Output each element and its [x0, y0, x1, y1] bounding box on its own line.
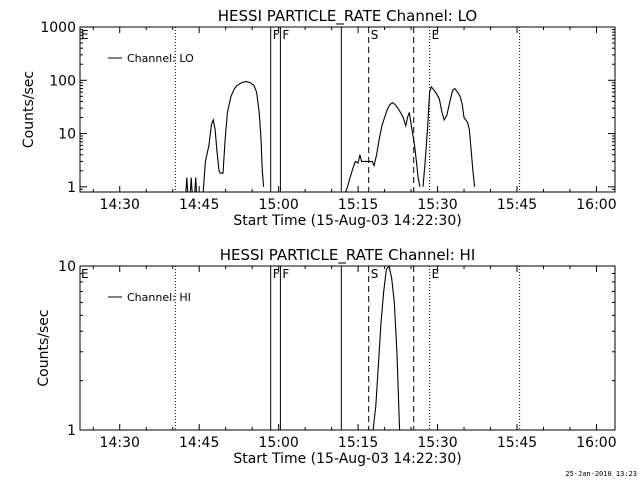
chart1-ytick-label: 10	[58, 127, 76, 143]
chart2-marker-label: E	[81, 267, 89, 281]
chart1-marker-label: F	[282, 28, 289, 42]
chart1-xlabel: Start Time (15-Aug-03 14:22:30)	[233, 213, 461, 229]
chart2-marker-label: E	[432, 267, 440, 281]
chart1-marker-label: E	[81, 28, 89, 42]
chart2-title: HESSI PARTICLE_RATE Channel: HI	[220, 246, 476, 265]
chart2-ytick-label: 1	[67, 423, 76, 439]
chart2-xtick-label: 15:30	[417, 435, 457, 451]
footer-date: 25-Jan-2010 13:23	[565, 470, 637, 478]
chart1-xtick-label: 15:30	[417, 197, 457, 213]
chart2-xtick-label: 14:30	[100, 435, 140, 451]
chart1-xtick-label: 15:00	[258, 197, 298, 213]
chart1-frame	[79, 26, 616, 193]
chart2-marker-label: F	[282, 267, 289, 281]
chart2-ylabel: Counts/sec	[36, 309, 52, 386]
chart2-xtick-label: 15:45	[497, 435, 537, 451]
chart1-legend-entry: Channel: LO	[127, 52, 194, 65]
chart1-series-line	[345, 102, 421, 193]
chart1-xtick-label: 14:45	[179, 197, 219, 213]
chart1-xtick-label: 15:15	[338, 197, 378, 213]
chart2-series-line	[372, 264, 401, 431]
chart2-marker-label: F	[273, 267, 280, 281]
chart1-xtick-label: 14:30	[100, 197, 140, 213]
chart1-series-line	[202, 80, 265, 193]
chart1-series-line	[185, 177, 198, 193]
chart1-ytick-label: 1	[67, 180, 76, 196]
chart2-legend-entry: Channel: HI	[127, 291, 191, 304]
chart2-xtick-label: 15:00	[258, 435, 298, 451]
chart2-xtick-label: 15:15	[338, 435, 378, 451]
chart1-ylabel: Counts/sec	[21, 71, 37, 148]
chart1-ytick-label: 1000	[40, 20, 76, 36]
chart1-marker-label: S	[371, 28, 379, 42]
chart2-xtick-label: 14:45	[179, 435, 219, 451]
chart2-ytick-label: 10	[58, 259, 76, 275]
chart2-xlabel: Start Time (15-Aug-03 14:22:30)	[233, 451, 461, 467]
chart1-title: HESSI PARTICLE_RATE Channel: LO	[218, 7, 477, 26]
chart1-marker-label: F	[273, 28, 280, 42]
chart1-xtick-label: 15:45	[497, 197, 537, 213]
chart1-series-line	[422, 85, 476, 187]
chart2-frame	[79, 265, 616, 431]
chart2-xtick-label: 16:00	[576, 435, 616, 451]
chart2-marker-label: S	[371, 267, 379, 281]
chart1-marker-label: E	[432, 28, 440, 42]
chart1-ytick-label: 100	[49, 73, 76, 89]
chart1-xtick-label: 16:00	[576, 197, 616, 213]
